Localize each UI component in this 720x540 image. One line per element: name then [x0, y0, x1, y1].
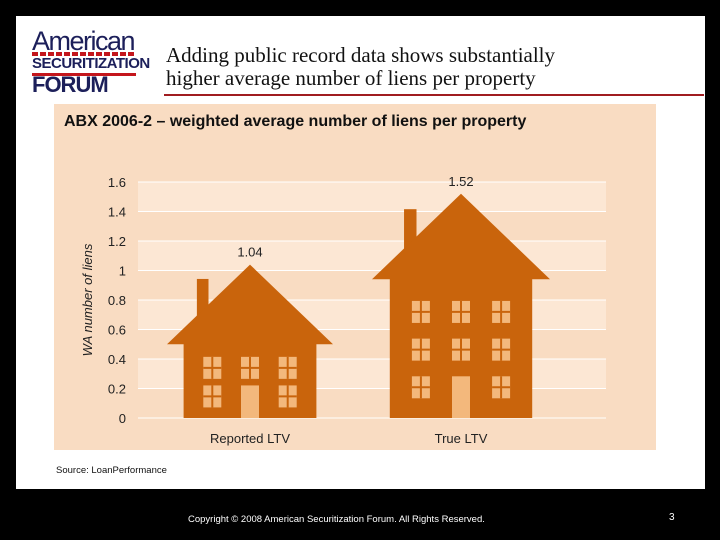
bar-house-1: [167, 264, 333, 418]
y-axis-label: WA number of liens: [80, 243, 95, 356]
copyright-footer: Copyright © 2008 American Securitization…: [188, 514, 485, 525]
logo-stripes: [32, 52, 136, 56]
page-number: 3: [669, 512, 675, 523]
chart-title: ABX 2006-2 – weighted average number of …: [64, 113, 527, 130]
roof: [372, 193, 550, 280]
grid-band: [138, 182, 606, 212]
logo-stripe-bottom: [32, 73, 136, 76]
chart-svg: 0 0.2 0.4 0.6 0.8 1 1.2 1.4 1.6 WA number of lien…: [80, 174, 606, 446]
logo-line-3: FORUM: [32, 72, 109, 97]
door: [452, 376, 470, 418]
y-tick-label: 0.8: [108, 293, 126, 308]
y-tick-label: 0: [119, 411, 126, 426]
title-rule: [164, 94, 704, 96]
y-tick-label: 0.2: [108, 382, 126, 397]
slide-title-line-2: higher average number of liens per prope…: [166, 66, 536, 90]
data-label: 1.04: [237, 245, 262, 260]
y-tick-label: 1.2: [108, 234, 126, 249]
asf-logo: American SECURITIZATION FORUM: [32, 26, 150, 100]
door: [241, 385, 259, 418]
x-tick-label: Reported LTV: [210, 431, 290, 446]
y-tick-label: 1.6: [108, 175, 126, 190]
y-tick-label: 0.6: [108, 323, 126, 338]
logo-line-1: American: [32, 26, 136, 56]
source-note: Source: LoanPerformance: [56, 465, 167, 476]
roof: [167, 264, 333, 345]
slide-title: Adding public record data shows substant…: [166, 44, 686, 90]
data-label: 1.52: [448, 174, 473, 189]
bar-house-2: [372, 193, 550, 418]
chart-panel: ABX 2006-2 – weighted average number of …: [54, 104, 656, 450]
slide: American SECURITIZATION FORUM Adding pub…: [16, 16, 705, 489]
y-tick-label: 1: [119, 264, 126, 279]
x-tick-label: True LTV: [435, 431, 488, 446]
y-tick-label: 0.4: [108, 352, 126, 367]
slide-title-line-1: Adding public record data shows substant…: [166, 43, 556, 67]
y-tick-label: 1.4: [108, 205, 126, 220]
chimney: [196, 278, 209, 327]
logo-line-2: SECURITIZATION: [32, 55, 150, 72]
